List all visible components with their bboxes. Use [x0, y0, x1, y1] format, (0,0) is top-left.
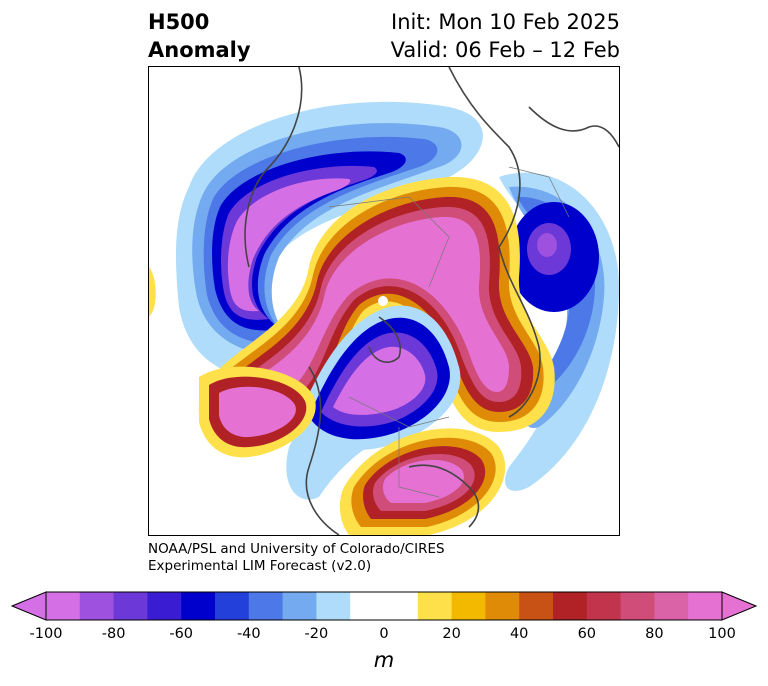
- credit-line-1: NOAA/PSL and University of Colorado/CIRE…: [148, 541, 445, 557]
- colorbar-segment: [282, 592, 317, 620]
- colorbar-tick-label: -20: [304, 626, 329, 642]
- colorbar-tick-label: 20: [442, 626, 461, 642]
- credit: NOAA/PSL and University of Colorado/CIRE…: [148, 541, 445, 575]
- colorbar-tick-label: 60: [577, 626, 597, 642]
- colorbar-segments: [46, 592, 723, 620]
- coastline: [528, 106, 619, 148]
- anomaly-shading: [383, 459, 464, 503]
- init-date: Init: Mon 10 Feb 2025: [391, 10, 620, 34]
- anomaly-shading: [227, 178, 351, 312]
- colorbar-segment: [451, 592, 486, 620]
- colorbar-segment: [519, 592, 554, 620]
- colorbar-tick-label: -60: [169, 626, 194, 642]
- colorbar-under-arrow: [10, 591, 47, 621]
- valid-range: Valid: 06 Feb – 12 Feb: [390, 38, 620, 62]
- coastline: [448, 67, 521, 248]
- coastline: [408, 464, 480, 528]
- coastlines: [244, 67, 619, 535]
- colorbar-segment: [181, 592, 216, 620]
- borders: [328, 166, 570, 498]
- coastline: [305, 366, 340, 535]
- anomaly-shading: [232, 216, 510, 412]
- colorbar-tick-label: 40: [509, 626, 529, 642]
- colorbar-tick-label: 80: [645, 626, 664, 642]
- colorbar-over-arrow: [721, 591, 758, 621]
- anomaly-map: [149, 67, 619, 535]
- colorbar-segment: [553, 592, 588, 620]
- border: [508, 166, 570, 218]
- colorbar: [10, 591, 758, 621]
- map-panel: [148, 66, 620, 536]
- colorbar-tick-label: -40: [236, 626, 261, 642]
- title-variable: H500: [148, 10, 210, 34]
- colorbar-segment: [215, 592, 250, 620]
- coastline: [368, 316, 401, 363]
- colorbar-tick-label: 0: [379, 626, 389, 642]
- colorbar-segment: [688, 592, 723, 620]
- colorbar-segment: [654, 592, 689, 620]
- border: [328, 196, 450, 288]
- colorbar-segment: [485, 592, 520, 620]
- colorbar-segment: [350, 592, 419, 620]
- coastline: [498, 246, 541, 418]
- colorbar-outline: [45, 591, 723, 621]
- title-left: H500 Anomaly: [148, 8, 251, 64]
- colorbar-tick-label: 100: [708, 626, 736, 642]
- anomaly-shading: [149, 267, 156, 317]
- colorbar-segment: [417, 592, 453, 620]
- border: [398, 427, 440, 498]
- colorbar-segment: [316, 592, 351, 620]
- colorbar-segment: [147, 592, 182, 620]
- anomaly-shading: [219, 386, 296, 438]
- anomaly-shading: [333, 346, 426, 415]
- colorbar-segment: [113, 592, 148, 620]
- colorbar-segment: [248, 592, 284, 620]
- credit-line-2: Experimental LIM Forecast (v2.0): [148, 558, 372, 574]
- colorbar-tick-label: -80: [101, 626, 126, 642]
- title-right: Init: Mon 10 Feb 2025 Valid: 06 Feb – 12…: [391, 8, 620, 64]
- colorbar-segment: [79, 592, 115, 620]
- title-anomaly: Anomaly: [148, 38, 251, 62]
- colorbar-unit: m: [373, 648, 395, 672]
- coastline: [244, 67, 303, 268]
- north-pole-marker: [378, 296, 388, 306]
- colorbar-tick-label: -100: [29, 626, 63, 642]
- colorbar-segment: [586, 592, 622, 620]
- anomaly-shading: [537, 233, 557, 257]
- border: [348, 396, 450, 428]
- colorbar-segment: [620, 592, 655, 620]
- colorbar-segment: [46, 592, 81, 620]
